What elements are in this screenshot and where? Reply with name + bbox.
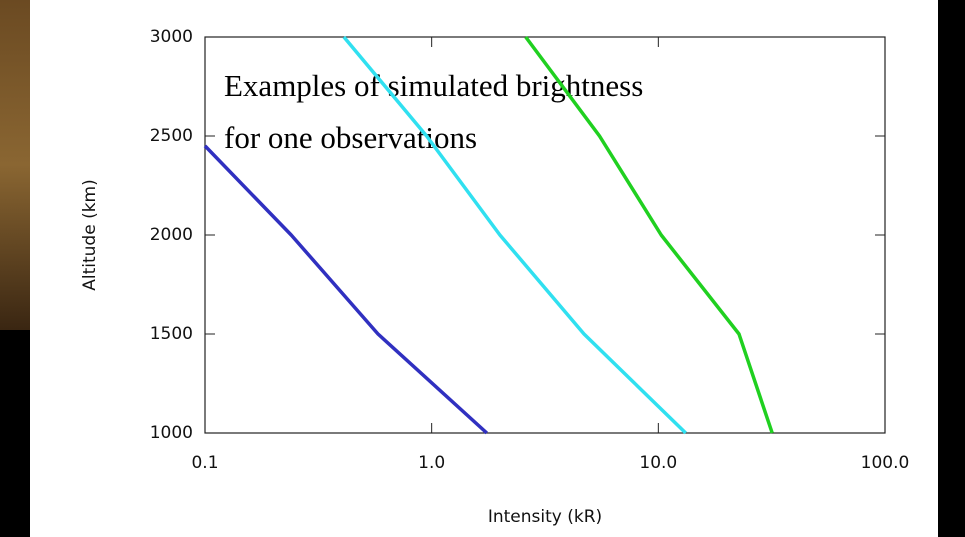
y-tick-label: 3000 (150, 27, 193, 47)
chart-background (30, 0, 938, 537)
x-tick-label: 0.1 (191, 453, 218, 473)
data-line (342, 35, 687, 435)
y-tick-label: 1000 (150, 423, 193, 443)
x-tick-label: 1.0 (418, 453, 445, 473)
annotation: for one observations (224, 120, 477, 155)
x-tick-label: 10.0 (639, 453, 677, 473)
annotation: Examples of simulated brightness (224, 68, 643, 103)
x-axis-label: Intensity (kR) (488, 507, 602, 527)
y-tick-label: 2500 (150, 126, 193, 146)
x-tick-label: 100.0 (861, 453, 910, 473)
y-tick-label: 1500 (150, 324, 193, 344)
data-line (524, 35, 774, 434)
y-tick-label: 2000 (150, 225, 193, 245)
background-texture (0, 0, 30, 330)
y-axis-label: Altitude (km) (80, 179, 100, 291)
data-line (203, 144, 488, 435)
